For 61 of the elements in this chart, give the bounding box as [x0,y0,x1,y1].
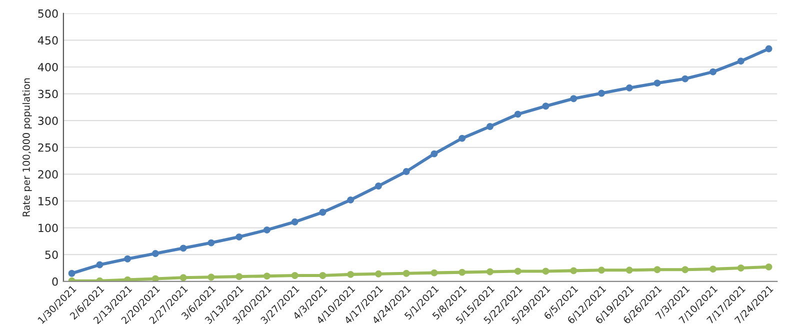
point [375,270,382,278]
point [180,274,187,282]
point [710,68,716,76]
y-tick-label: 200 [38,170,58,179]
point [152,250,159,257]
point [402,168,410,175]
point [180,244,187,252]
point [347,270,354,278]
y-tick-label: 0 [52,277,58,286]
y-tick-label: 500 [38,9,58,18]
point [152,275,159,282]
y-tick-label: 250 [38,143,58,152]
point [208,239,215,246]
point [514,110,522,118]
point [347,196,354,204]
point [236,233,243,240]
point [737,264,744,272]
point [682,75,689,82]
point [626,84,633,92]
point [486,268,494,276]
y-tick-label: 50 [45,250,58,259]
point [765,263,772,270]
point [765,45,772,52]
y-axis-title: Rate per 100,000 population [22,78,32,216]
point [236,273,243,280]
point [208,274,215,281]
point [542,268,550,275]
point [486,123,494,130]
point [458,134,466,142]
point [542,102,550,110]
point [96,261,104,268]
point [430,269,438,276]
y-tick-label: 450 [38,36,58,45]
point [291,218,298,226]
point [598,266,605,274]
y-tick-label: 300 [38,116,58,125]
point [570,267,578,274]
y-tick-label: 150 [38,196,58,206]
point [375,182,382,190]
point [458,268,466,276]
point [654,80,661,87]
y-tick-label: 100 [38,224,58,232]
point [263,272,270,280]
point [263,226,270,234]
point [682,266,689,274]
y-tick-label: 350 [38,90,58,98]
point [626,266,633,274]
point [570,95,578,102]
point [402,270,410,277]
point [514,268,522,275]
point [319,208,326,216]
point [598,90,605,97]
point [291,272,298,279]
point [68,270,76,277]
point [654,266,661,274]
point [319,272,326,279]
y-tick-label: 400 [38,62,58,72]
point [710,266,716,273]
point [124,255,132,262]
point [430,150,438,158]
point [737,58,744,65]
